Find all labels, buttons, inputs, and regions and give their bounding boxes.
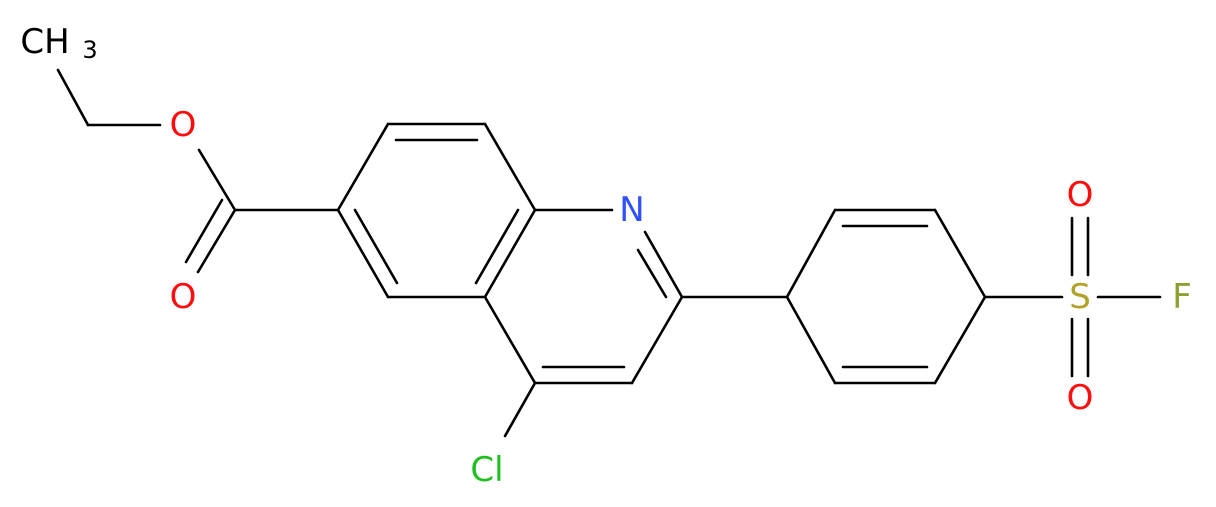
atom-label: F [1172, 277, 1192, 317]
bonds [56, 68, 1162, 438]
atom-label: O [1067, 175, 1094, 215]
atom-label: CH [20, 22, 69, 62]
atom-label: O [170, 277, 197, 317]
atom-label: O [170, 105, 197, 145]
atom-label: S [1069, 277, 1091, 317]
atom-label: Cl [470, 450, 503, 490]
atom-subscript: 3 [82, 36, 97, 64]
atom-label: N [619, 190, 644, 230]
atom-label: O [1067, 378, 1094, 418]
